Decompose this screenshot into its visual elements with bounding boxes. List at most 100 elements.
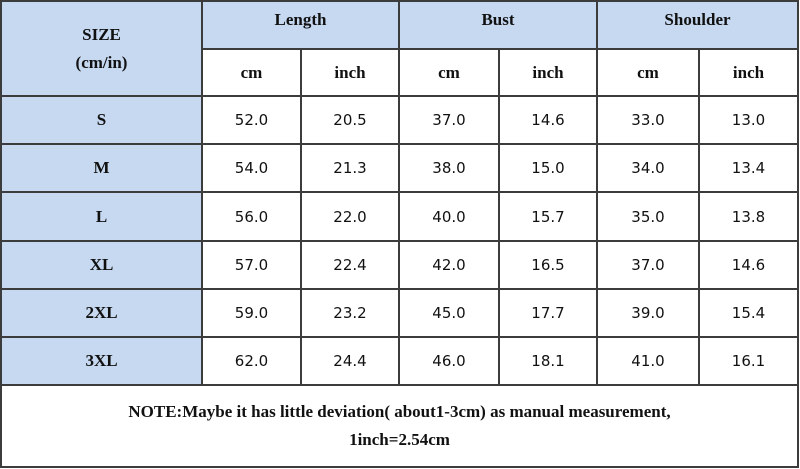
size-header-cell: SIZE (cm/in) bbox=[2, 2, 201, 95]
size-label-cell: L bbox=[2, 193, 201, 240]
value-cell: 40.0 bbox=[400, 193, 498, 240]
value-cell: 34.0 bbox=[598, 145, 698, 191]
measurement-value: 46.0 bbox=[432, 352, 466, 370]
value-cell: 23.2 bbox=[302, 290, 398, 336]
group-header-text: Length bbox=[274, 10, 327, 29]
value-cell: 22.4 bbox=[302, 242, 398, 288]
group-header-cell: Length bbox=[203, 2, 398, 48]
measurement-value: 59.0 bbox=[234, 304, 269, 322]
value-cell: 18.1 bbox=[500, 338, 596, 384]
size-label: 2XL bbox=[85, 303, 118, 322]
value-cell: 15.7 bbox=[500, 193, 596, 240]
measurement-value: 16.5 bbox=[531, 256, 565, 274]
size-label-cell: 3XL bbox=[2, 338, 201, 384]
measurement-value: 56.0 bbox=[234, 207, 269, 226]
size-label: XL bbox=[89, 255, 114, 274]
unit-header-cell: inch bbox=[500, 50, 596, 95]
unit-header-cell: cm bbox=[400, 50, 498, 95]
size-label: L bbox=[95, 206, 108, 226]
measurement-value: 37.0 bbox=[432, 111, 466, 129]
measurement-value: 33.0 bbox=[631, 111, 665, 129]
measurement-value: 52.0 bbox=[234, 111, 269, 129]
value-cell: 22.0 bbox=[302, 193, 398, 240]
size-label-cell: 2XL bbox=[2, 290, 201, 336]
measurement-value: 22.4 bbox=[333, 256, 367, 274]
value-cell: 59.0 bbox=[203, 290, 300, 336]
value-cell: 35.0 bbox=[598, 193, 698, 240]
value-cell: 15.4 bbox=[700, 290, 797, 336]
unit-header-text: cm bbox=[637, 62, 659, 82]
value-cell: 39.0 bbox=[598, 290, 698, 336]
measurement-value: 24.4 bbox=[333, 352, 367, 370]
measurement-value: 15.7 bbox=[531, 207, 565, 226]
measurement-value: 14.6 bbox=[531, 111, 565, 129]
measurement-value: 21.3 bbox=[333, 159, 367, 177]
group-header-text: Shoulder bbox=[664, 10, 731, 29]
size-label-cell: XL bbox=[2, 242, 201, 288]
note-text: 1inch=2.54cm bbox=[349, 430, 450, 449]
value-cell: 13.4 bbox=[700, 145, 797, 191]
measurement-value: 23.2 bbox=[333, 304, 367, 322]
value-cell: 24.4 bbox=[302, 338, 398, 384]
size-label: M bbox=[93, 158, 110, 177]
value-cell: 38.0 bbox=[400, 145, 498, 191]
value-cell: 14.6 bbox=[500, 97, 596, 143]
size-header-text: (cm/in) bbox=[75, 52, 128, 72]
measurement-value: 13.0 bbox=[731, 111, 766, 129]
value-cell: 17.7 bbox=[500, 290, 596, 336]
value-cell: 45.0 bbox=[400, 290, 498, 336]
value-cell: 13.8 bbox=[700, 193, 797, 240]
unit-header-cell: cm bbox=[598, 50, 698, 95]
unit-header-cell: cm bbox=[203, 50, 300, 95]
measurement-value: 41.0 bbox=[631, 352, 665, 370]
measurement-value: 13.8 bbox=[731, 207, 766, 226]
measurement-value: 62.0 bbox=[234, 352, 269, 370]
value-cell: 16.5 bbox=[500, 242, 596, 288]
measurement-value: 20.5 bbox=[333, 111, 367, 129]
measurement-value: 18.1 bbox=[531, 352, 565, 370]
measurement-value: 15.0 bbox=[531, 159, 565, 177]
value-cell: 37.0 bbox=[400, 97, 498, 143]
measurement-value: 40.0 bbox=[432, 207, 466, 226]
unit-header-text: cm bbox=[438, 62, 460, 82]
measurement-value: 38.0 bbox=[432, 159, 466, 177]
unit-header-cell: inch bbox=[302, 50, 398, 95]
value-cell: 46.0 bbox=[400, 338, 498, 384]
value-cell: 62.0 bbox=[203, 338, 300, 384]
note-text: NOTE:Maybe it has little deviation( abou… bbox=[128, 402, 671, 421]
size-label: 3XL bbox=[85, 351, 118, 370]
measurement-value: 14.6 bbox=[731, 256, 766, 274]
note-cell: NOTE:Maybe it has little deviation( abou… bbox=[2, 386, 797, 466]
value-cell: 14.6 bbox=[700, 242, 797, 288]
unit-header-cell: inch bbox=[700, 50, 797, 95]
value-cell: 52.0 bbox=[203, 97, 300, 143]
value-cell: 15.0 bbox=[500, 145, 596, 191]
value-cell: 42.0 bbox=[400, 242, 498, 288]
measurement-value: 13.4 bbox=[731, 159, 766, 177]
group-header-cell: Shoulder bbox=[598, 2, 797, 48]
measurement-value: 15.4 bbox=[731, 304, 766, 322]
value-cell: 33.0 bbox=[598, 97, 698, 143]
group-header-cell: Bust bbox=[400, 2, 596, 48]
value-cell: 21.3 bbox=[302, 145, 398, 191]
size-label: S bbox=[96, 110, 107, 129]
measurement-value: 39.0 bbox=[631, 304, 665, 322]
measurement-value: 57.0 bbox=[234, 256, 269, 274]
value-cell: 56.0 bbox=[203, 193, 300, 240]
measurement-value: 37.0 bbox=[631, 256, 665, 274]
measurement-value: 42.0 bbox=[432, 256, 466, 274]
measurement-value: 45.0 bbox=[432, 304, 466, 322]
measurement-value: 16.1 bbox=[731, 352, 766, 370]
measurement-value: 54.0 bbox=[234, 159, 269, 177]
unit-header-text: inch bbox=[532, 62, 564, 82]
value-cell: 37.0 bbox=[598, 242, 698, 288]
measurement-value: 17.7 bbox=[531, 304, 565, 322]
value-cell: 57.0 bbox=[203, 242, 300, 288]
value-cell: 41.0 bbox=[598, 338, 698, 384]
unit-header-text: inch bbox=[732, 62, 765, 82]
value-cell: 13.0 bbox=[700, 97, 797, 143]
measurement-value: 35.0 bbox=[631, 207, 665, 226]
unit-header-text: inch bbox=[334, 62, 366, 82]
